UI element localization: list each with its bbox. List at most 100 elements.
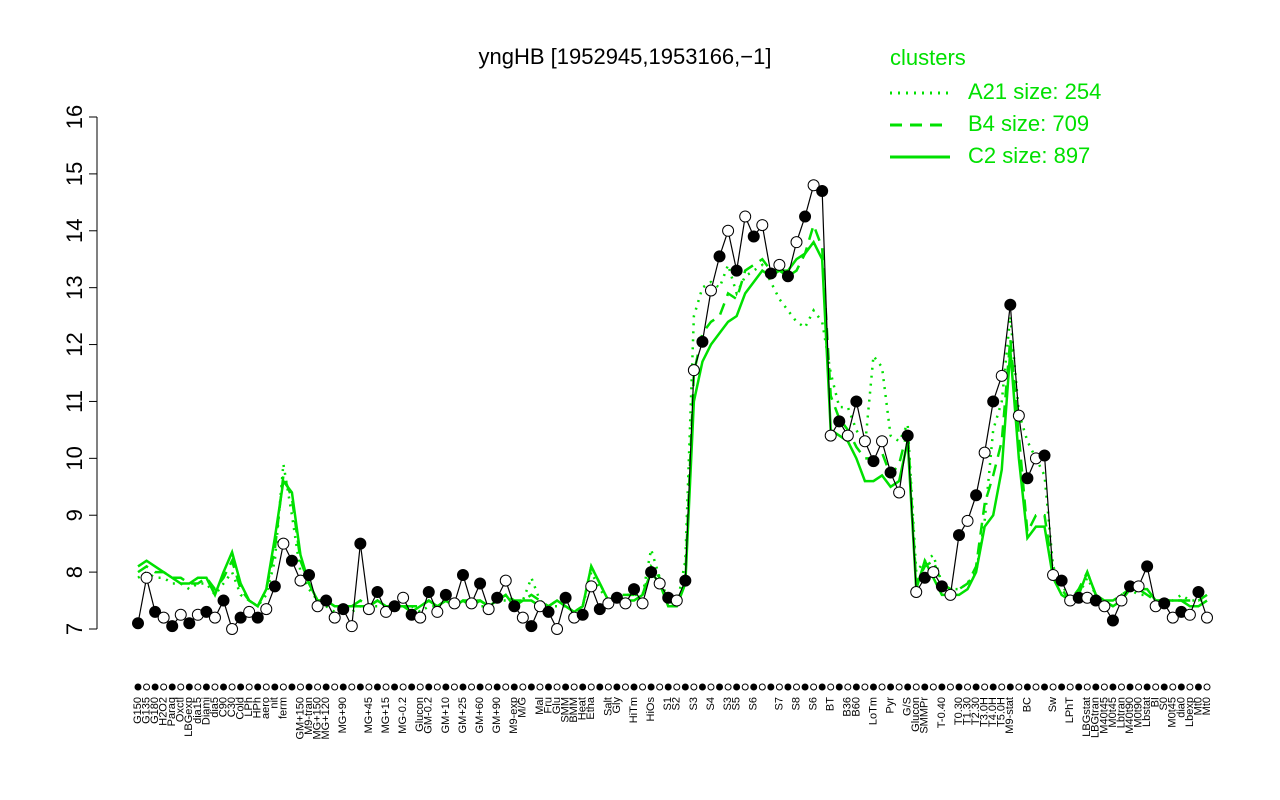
data-point [226, 623, 239, 635]
data-point [482, 603, 495, 616]
data-point [952, 529, 965, 542]
data-point [867, 455, 880, 468]
data-point [414, 611, 427, 624]
data-point [679, 574, 692, 587]
x-tick-label: C90 [217, 697, 229, 717]
x-dot [314, 683, 322, 691]
x-tick-label: S3 [688, 697, 700, 710]
x-tick-label: M/G [517, 697, 529, 718]
x-tick-label: LBGstat [1081, 697, 1093, 737]
x-tick-label: Etha [585, 696, 597, 720]
x-dot [1041, 683, 1049, 691]
data-point [183, 617, 196, 630]
x-dot [810, 683, 818, 691]
data-point [354, 537, 367, 550]
x-dot [1066, 683, 1074, 691]
x-tick-label: HiTm [628, 697, 640, 723]
data-point [303, 568, 316, 581]
data-point [816, 184, 829, 197]
x-tick-label: Glucon [910, 697, 922, 732]
x-tick-label: LPh [243, 697, 255, 717]
data-point [516, 611, 529, 624]
x-dot [861, 683, 869, 691]
x-dot [1117, 683, 1125, 691]
x-tick-label: T1.30 [961, 697, 973, 725]
x-tick-label: M9-stat [1004, 697, 1016, 734]
data-point [1004, 298, 1017, 311]
data-point [217, 594, 230, 607]
x-dot [254, 683, 262, 691]
x-tick-label: MG+15 [380, 697, 392, 733]
x-dot [143, 683, 151, 691]
x-dot [724, 683, 732, 691]
x-dot [1083, 683, 1091, 691]
x-tick-label: Glu [551, 697, 563, 714]
data-point [1106, 614, 1119, 627]
x-dot [459, 683, 467, 691]
x-tick-label: T-0.40 [936, 697, 948, 728]
cluster-line [137, 261, 1207, 614]
data-line [137, 184, 1208, 631]
legend-title: clusters [890, 45, 966, 70]
x-dot [228, 683, 236, 691]
x-dot [1194, 683, 1202, 691]
x-dot [989, 683, 997, 691]
x-dot [1169, 683, 1177, 691]
x-tick-label: Sw [1047, 697, 1059, 712]
data-point [824, 429, 837, 442]
legend-label: B4 size: 709 [968, 111, 1089, 136]
x-tick-label: Mt0 [1192, 697, 1204, 715]
x-dot [946, 683, 954, 691]
x-dot [878, 683, 886, 691]
x-tick-label: Cold [235, 697, 247, 720]
x-tick-label: LoTm [867, 697, 879, 725]
data-point [1038, 449, 1051, 462]
x-tick-label: BMM [568, 697, 580, 723]
data-point [140, 571, 153, 584]
x-dot [818, 683, 826, 691]
data-point [559, 591, 572, 604]
x-tick-label: B36 [842, 697, 854, 717]
x-dot [493, 683, 501, 691]
x-dot [1203, 683, 1211, 691]
x-tick-label: Salt [602, 697, 614, 716]
x-tick-label: HPh [252, 697, 264, 718]
data-point [653, 577, 666, 590]
x-tick-label: GM+10 [440, 697, 452, 733]
x-tick-label: Glucon [414, 697, 426, 732]
x-dot [596, 683, 604, 691]
data-point [200, 605, 213, 618]
x-tick-label: H2O2 [158, 697, 170, 726]
data-point [320, 594, 333, 607]
x-tick-label: B60 [850, 697, 862, 717]
x-tick-label: nit [269, 697, 281, 709]
x-tick-label: S0 [1158, 697, 1170, 710]
x-tick-label: Diami [200, 697, 212, 725]
x-tick-label: LPhT [1064, 697, 1076, 724]
data-point [901, 429, 914, 442]
x-dot [929, 683, 937, 691]
data-point [1012, 409, 1025, 422]
data-point [910, 586, 923, 599]
data-point [987, 395, 1000, 408]
x-dot [656, 683, 664, 691]
x-dot [852, 683, 860, 691]
data-point [1089, 594, 1102, 607]
x-tick-label: HiOs [645, 697, 657, 722]
x-dot [673, 683, 681, 691]
x-dot [964, 683, 972, 691]
x-tick-label: Lbexp [1184, 697, 1196, 727]
data-point [268, 580, 281, 593]
x-dot [1075, 683, 1083, 691]
x-dot [1092, 683, 1100, 691]
x-tick-label: M0t45 [1107, 697, 1119, 728]
data-point [456, 568, 469, 581]
x-dot [639, 683, 647, 691]
x-tick-label: S1 [662, 697, 674, 710]
x-dot [271, 683, 279, 691]
x-tick-label: ferm [277, 697, 289, 719]
y-tick-label: 7 [62, 623, 87, 635]
x-dot [536, 683, 544, 691]
x-dot [904, 683, 912, 691]
x-dot [604, 683, 612, 691]
